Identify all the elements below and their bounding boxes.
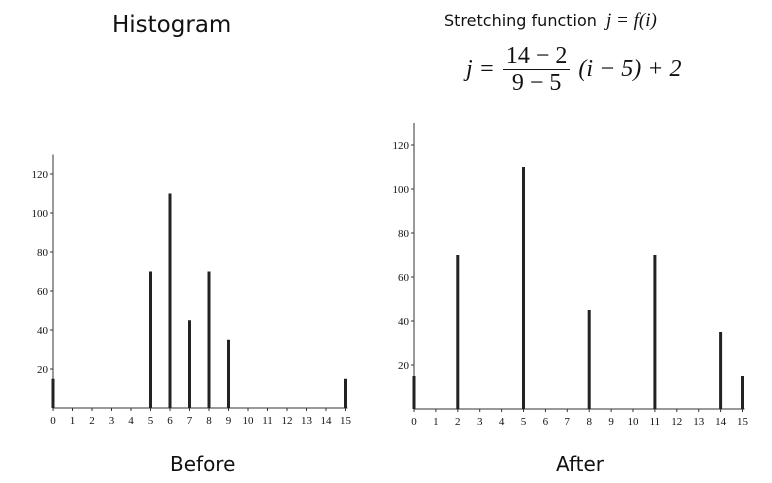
histogram-after-y-tick-label: 20 (398, 360, 410, 372)
formula-denominator: 9 − 5 (511, 70, 562, 96)
right-title-expression: j = f(i) (606, 10, 657, 31)
histogram-before-x-tick-label: 7 (187, 415, 193, 427)
histogram-before-x-tick-label: 12 (282, 415, 293, 427)
formula-fraction: 14 − 2 9 − 5 (502, 43, 571, 96)
left-title: Histogram (112, 12, 232, 38)
histogram-before-y-tick-label: 20 (37, 364, 49, 376)
formula-lhs: j = (466, 56, 495, 82)
histogram-after-bar (719, 332, 723, 409)
histogram-before-y-tick-label: 40 (37, 325, 49, 337)
histogram-after-bar (587, 310, 591, 409)
histogram-before-x-tick-label: 6 (167, 415, 173, 427)
histogram-after-x-tick-label: 14 (715, 416, 727, 428)
stretch-formula: j = 14 − 2 9 − 5 (i − 5) + 2 (466, 43, 681, 96)
right-title-text: Stretching function (444, 11, 597, 30)
histogram-before-bar (188, 320, 191, 408)
histogram-before-x-tick-label: 11 (262, 415, 273, 427)
histogram-before-bar (168, 193, 172, 408)
histogram-after-y-tick-label: 60 (398, 272, 410, 284)
formula-numerator: 14 − 2 (502, 43, 571, 70)
histogram-after-x-tick-label: 1 (433, 416, 439, 428)
histogram-before-bar (149, 271, 152, 408)
histogram-before-bar (51, 378, 55, 408)
histogram-before-y-tick-label: 80 (37, 247, 49, 259)
histogram-after-y-tick-label: 120 (393, 140, 410, 152)
histogram-after-x-tick-label: 0 (411, 416, 417, 428)
histogram-before-y-tick-label: 120 (32, 169, 49, 181)
histogram-before-x-tick-label: 3 (109, 415, 115, 427)
histogram-after-bar (653, 255, 657, 409)
histogram-after-x-tick-label: 15 (737, 416, 749, 428)
histogram-before-x-tick-label: 10 (243, 415, 255, 427)
histogram-after-x-tick-label: 7 (565, 416, 571, 428)
histogram-after-x-tick-label: 9 (608, 416, 614, 428)
histogram-before-x-tick-label: 4 (128, 415, 134, 427)
histogram-before-x-tick-label: 5 (148, 415, 154, 427)
histogram-after-y-tick-label: 40 (398, 316, 410, 328)
right-title: Stretching function j = f(i) (444, 10, 657, 32)
histogram-after-x-tick-label: 13 (693, 416, 705, 428)
histogram-before-y-tick-label: 100 (32, 208, 49, 220)
histogram-before-x-tick-label: 15 (340, 415, 352, 427)
histogram-before-bar (227, 339, 230, 408)
histogram-after-x-tick-label: 5 (521, 416, 527, 428)
histogram-after-x-tick-label: 6 (543, 416, 549, 428)
histogram-after-y-tick-label: 100 (393, 184, 410, 196)
histogram-before-x-tick-label: 13 (301, 415, 313, 427)
formula-rest: (i − 5) + 2 (578, 56, 682, 82)
histogram-before-x-tick-label: 2 (89, 415, 95, 427)
histogram-after-x-tick-label: 11 (650, 416, 661, 428)
histogram-before-bar (207, 271, 211, 408)
before-caption: Before (170, 452, 236, 476)
histogram-before-x-tick-label: 8 (206, 415, 212, 427)
histogram-after-x-tick-label: 12 (671, 416, 682, 428)
histogram-after-bar (522, 167, 525, 409)
histogram-before-x-tick-label: 0 (50, 415, 56, 427)
after-caption: After (556, 452, 605, 476)
histogram-after-x-tick-label: 2 (455, 416, 461, 428)
histogram-before-y-tick-label: 60 (37, 286, 49, 298)
histogram-before-x-tick-label: 14 (321, 415, 333, 427)
histogram-after-x-tick-label: 8 (586, 416, 592, 428)
histogram-after-bar (741, 376, 744, 409)
histogram-before-x-tick-label: 1 (70, 415, 76, 427)
histogram-after-y-tick-label: 80 (398, 228, 410, 240)
histogram-after-x-tick-label: 4 (499, 416, 505, 428)
histogram-before-x-tick-label: 9 (226, 415, 232, 427)
histogram-after-x-tick-label: 3 (477, 416, 483, 428)
histogram-after-bar (456, 255, 460, 409)
histogram-after-x-tick-label: 10 (628, 416, 640, 428)
histogram-after-bar (412, 376, 416, 409)
histogram-before-bar (344, 378, 347, 408)
